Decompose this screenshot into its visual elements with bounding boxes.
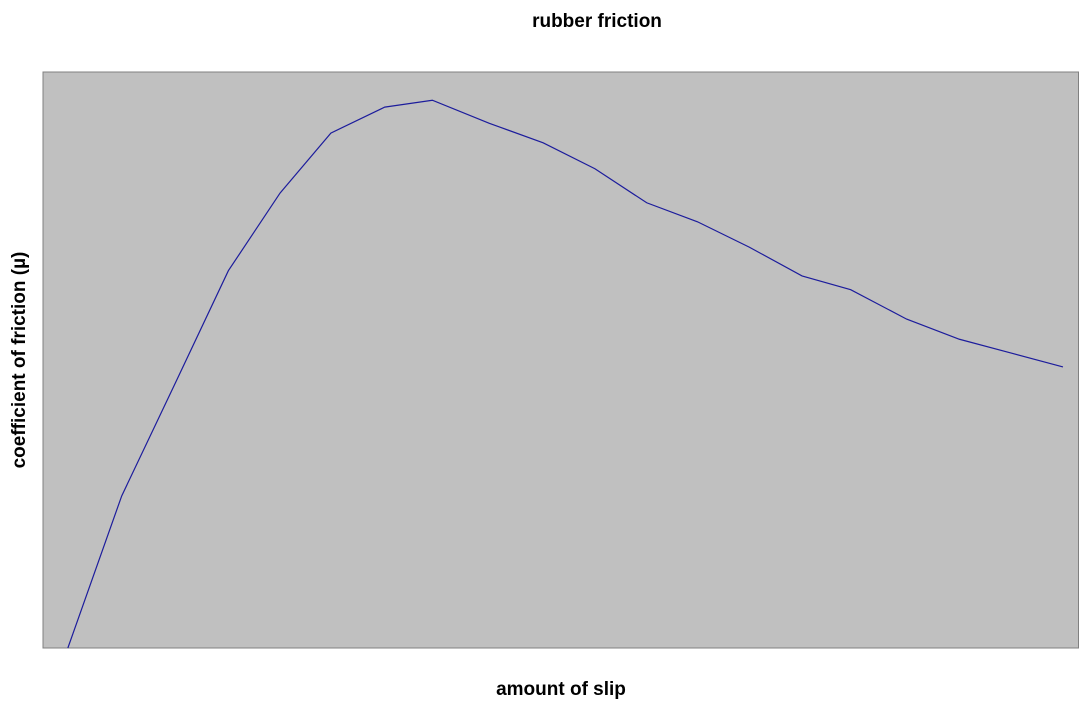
y-axis-label: coefficient of friction (µ) xyxy=(9,252,30,469)
chart-title: rubber friction xyxy=(532,11,662,32)
plot-area xyxy=(42,71,1079,649)
x-axis-label: amount of slip xyxy=(496,679,626,700)
line-series xyxy=(67,99,1064,649)
